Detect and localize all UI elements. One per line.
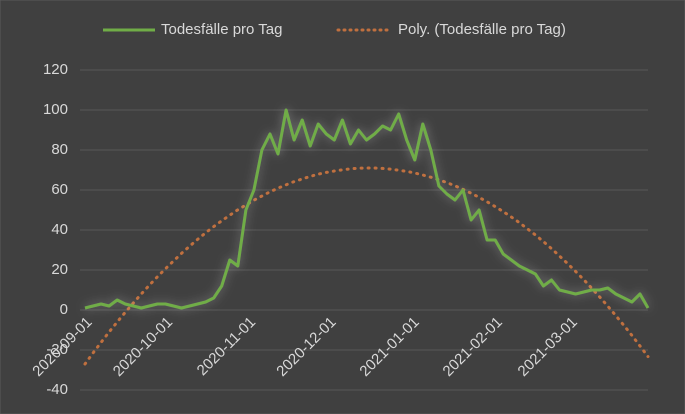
- y-tick-label: 20: [51, 261, 68, 278]
- y-tick-label: 40: [51, 221, 68, 238]
- legend: Todesfälle pro Tag Poly. (Todesfälle pro…: [103, 21, 566, 38]
- series-line: [84, 108, 650, 310]
- y-tick-label: 80: [51, 141, 68, 158]
- y-tick-label: 0: [60, 301, 68, 318]
- legend-label: Todesfälle pro Tag: [161, 21, 282, 38]
- y-tick-label: -40: [46, 381, 68, 398]
- legend-label: Poly. (Todesfälle pro Tag): [398, 21, 566, 38]
- y-tick-label: 120: [43, 61, 68, 78]
- series-line: [83, 166, 650, 366]
- y-tick-label: -20: [46, 341, 68, 358]
- y-tick-label: 100: [43, 101, 68, 118]
- y-tick-label: 60: [51, 181, 68, 198]
